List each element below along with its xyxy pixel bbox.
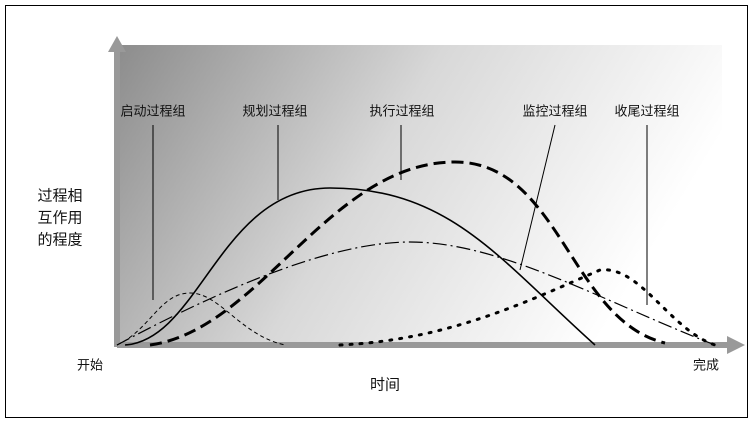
plot-area: [117, 45, 722, 345]
x-start: 开始: [77, 359, 103, 374]
y-label: 的程度: [37, 231, 82, 249]
curves: [116, 160, 717, 347]
y-label: 过程相: [37, 187, 82, 205]
label: 启动过程组: [120, 105, 185, 120]
label: 监控过程组: [522, 105, 587, 120]
label: 收尾过程组: [614, 105, 679, 120]
leaders: [152, 124, 648, 305]
x-end: 完成: [693, 359, 719, 374]
label: 规划过程组: [242, 105, 307, 120]
y-label: 互作用: [37, 209, 82, 227]
planning-curve: [124, 187, 596, 346]
monitoring-curve: [116, 241, 716, 346]
label: 执行过程组: [369, 105, 434, 120]
axes: [108, 36, 745, 354]
x-title: 时间: [370, 376, 400, 394]
executing-curve: [149, 160, 666, 347]
initiating-curve: [116, 292, 286, 346]
closing-curve: [338, 268, 717, 347]
